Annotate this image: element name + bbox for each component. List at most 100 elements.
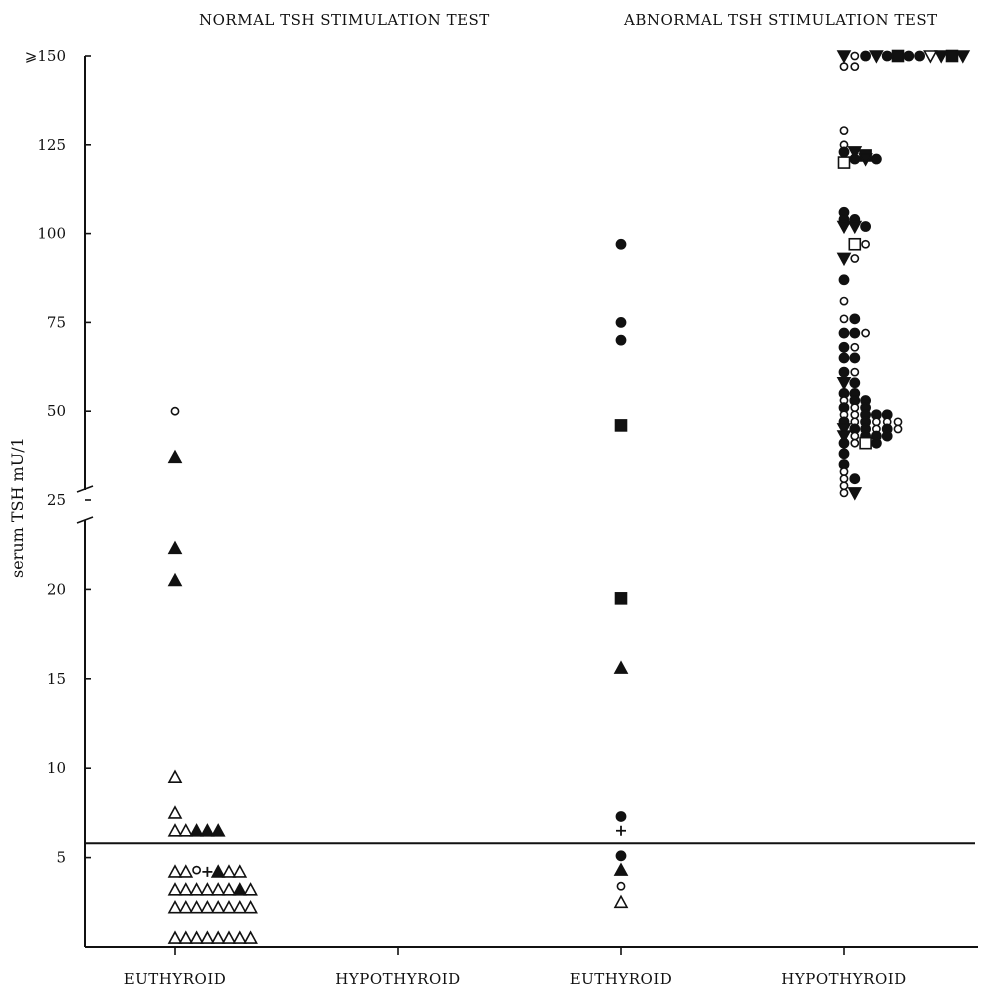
data-point-circle	[838, 366, 850, 378]
data-point-circle	[839, 488, 849, 498]
data-point-circle	[871, 437, 882, 449]
data-point-circle	[849, 327, 861, 339]
data-point-square	[891, 49, 905, 63]
data-point-square	[614, 592, 628, 605]
panel-title-normal: NORMAL TSH STIMULATION TEST	[199, 11, 490, 29]
category-label-abnormal-euthyroid: EUTHYROID	[569, 970, 673, 988]
data-point-inverted-triangle	[847, 146, 863, 160]
data-point-circle	[850, 342, 860, 352]
data-point-triangle	[167, 540, 183, 555]
data-point-circle	[881, 50, 893, 62]
data-point-square	[945, 49, 959, 63]
data-point-circle	[839, 474, 849, 484]
data-point-circle	[192, 865, 201, 875]
data-point-circle	[849, 473, 861, 485]
data-point-triangle	[200, 899, 215, 914]
data-point-circle	[850, 438, 860, 448]
data-point-square	[859, 436, 872, 450]
data-point-circle	[850, 51, 860, 61]
data-point-inverted-triangle	[847, 220, 863, 235]
data-point-circle	[615, 811, 627, 822]
data-point-triangle	[167, 882, 183, 896]
data-point-triangle	[189, 899, 204, 914]
data-point-circle	[849, 377, 861, 389]
data-point-triangle	[221, 930, 237, 944]
data-point-inverted-triangle	[836, 50, 852, 64]
data-point-circle	[838, 448, 850, 460]
y-tick-label: 100	[37, 225, 66, 243]
data-point-plus	[202, 866, 213, 877]
data-point-circle	[170, 406, 180, 416]
data-point-circle	[849, 352, 861, 364]
panel-title-abnormal: ABNORMAL TSH STIMULATION TEST	[624, 11, 938, 29]
data-point-circle	[893, 424, 903, 434]
data-point-triangle	[210, 882, 226, 896]
data-point-inverted-triangle	[858, 153, 873, 167]
category-label-normal-euthyroid: EUTHYROID	[123, 970, 227, 988]
y-tick-label: 5	[56, 849, 66, 867]
data-point-inverted-triangle	[836, 252, 852, 267]
data-point-circle	[615, 850, 627, 862]
data-point-circle	[615, 334, 627, 346]
data-point-inverted-triangle	[869, 50, 884, 64]
data-point-inverted-triangle	[933, 50, 949, 64]
data-point-triangle	[232, 864, 248, 878]
data-point-triangle	[167, 805, 183, 819]
data-point-triangle	[167, 823, 183, 837]
data-point-circle	[839, 126, 849, 135]
y-axis-break-mark	[76, 485, 94, 493]
axes	[76, 56, 978, 948]
data-point-triangle	[167, 930, 183, 944]
data-point-square	[848, 237, 862, 251]
x-ticks	[174, 947, 845, 955]
data-point-circle	[893, 417, 903, 427]
data-point-triangle	[243, 930, 258, 944]
y-tick-label: 125	[37, 136, 66, 154]
data-point-triangle	[210, 899, 226, 914]
data-point-circle	[838, 341, 850, 353]
data-point-circle	[838, 352, 850, 364]
data-point-triangle	[167, 769, 183, 783]
data-point-triangle	[200, 882, 215, 896]
data-point-circle	[881, 430, 893, 442]
data-point-triangle	[221, 882, 237, 896]
data-point-triangle	[243, 899, 258, 914]
data-point-circle	[850, 254, 860, 263]
data-point-square	[614, 419, 628, 432]
data-point-triangle	[167, 572, 183, 587]
y-tick-label: 25	[47, 491, 66, 509]
data-point-circle	[872, 417, 881, 427]
data-point-triangle	[210, 823, 226, 837]
data-point-circle	[839, 467, 849, 476]
data-point-circle	[860, 50, 871, 62]
data-point-circle	[616, 881, 626, 891]
data-point-triangle	[178, 882, 194, 896]
data-point-circle	[839, 296, 849, 306]
data-point-inverted-triangle	[923, 50, 938, 64]
y-tick-label: 20	[47, 580, 66, 598]
data-point-circle	[850, 62, 860, 72]
data-point-circle	[871, 153, 882, 165]
data-point-triangle	[167, 864, 183, 878]
data-point-triangle	[243, 882, 258, 896]
data-point-circle	[838, 274, 850, 286]
y-tick-label: 10	[47, 759, 66, 777]
y-tick-label: 15	[47, 670, 66, 688]
data-point-inverted-triangle	[836, 376, 852, 391]
data-point-plus	[616, 825, 626, 836]
y-axis-break-mark	[76, 516, 94, 524]
data-point-inverted-triangle	[836, 423, 852, 437]
data-point-triangle	[210, 930, 226, 944]
data-point-circle	[861, 328, 870, 338]
data-point-circle	[850, 410, 860, 420]
data-point-circle	[849, 313, 861, 325]
category-label-abnormal-hypothyroid: HYPOTHYROID	[781, 970, 907, 988]
data-points	[167, 49, 971, 944]
data-point-inverted-triangle	[847, 487, 863, 501]
data-point-triangle	[613, 894, 629, 909]
data-point-circle	[838, 327, 850, 339]
data-point-triangle	[167, 449, 183, 464]
data-point-circle	[914, 50, 925, 62]
y-tick-label: 75	[47, 313, 66, 331]
